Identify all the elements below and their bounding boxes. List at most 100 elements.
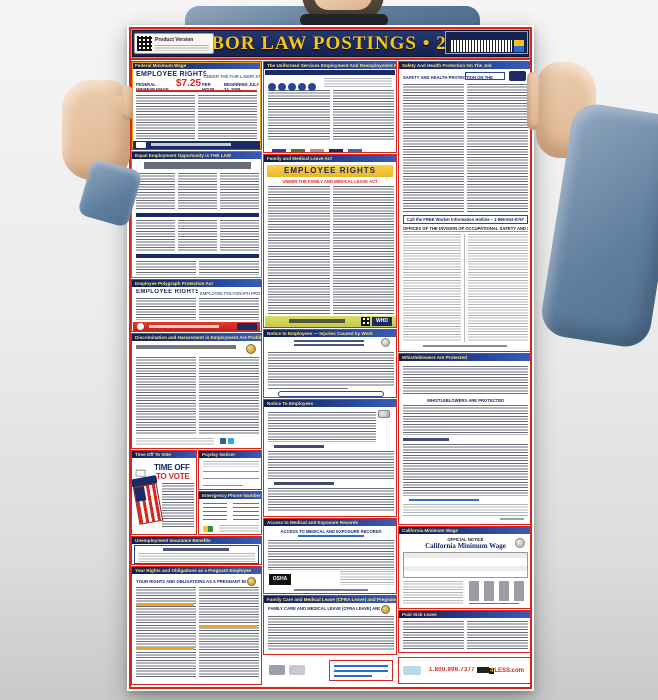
minwage-official-notice: OFFICIAL NOTICE	[447, 537, 484, 542]
userra-circle-icon	[298, 83, 306, 91]
section-pregnant-employee: Your Rights and Obligations as a Pregnan…	[131, 566, 262, 685]
fmla-heading: EMPLOYEE RIGHTS	[284, 166, 376, 175]
notice-subheader-2	[274, 482, 334, 485]
polygraph-subheading: EMPLOYEE POLYGRAPH PROTECTION ACT	[200, 291, 260, 296]
section-paid-sick-leave: Paid Sick Leave	[398, 610, 531, 653]
records-heading: ACCESS TO MEDICAL AND EXPOSURE RECORDS	[280, 529, 382, 534]
notice-mini-box	[329, 660, 393, 681]
section-bar-unemployment: Unemployment Insurance Benefits	[132, 537, 261, 544]
flsa-heading: EMPLOYEE RIGHTS	[136, 71, 206, 78]
partner-logo	[291, 149, 305, 152]
emergency-footnote	[219, 525, 259, 533]
flsa-per-hour: PER HOUR	[202, 82, 214, 92]
userra-circle-icon	[308, 83, 316, 91]
dol-seal-icon	[137, 323, 144, 330]
safety-hotline: Call the FREE Worker Information Hotline…	[407, 217, 524, 222]
dfeh-seal-icon	[246, 344, 256, 354]
userra-intro-text	[324, 78, 392, 87]
pregnant-highlight-1	[136, 603, 194, 606]
section-bar-whistleblowers: Whistleblowers Are Protected	[399, 354, 530, 361]
vendor-brand-prefix-mark	[477, 667, 489, 674]
product-version-detail	[155, 45, 209, 51]
certification-logo-2	[289, 665, 305, 675]
pregnant-seal-icon	[247, 577, 256, 586]
product-version-label: Product Version	[155, 37, 194, 43]
section-notice-to-employees: Notice To Employees	[263, 399, 397, 517]
injuries-note-pill	[278, 391, 384, 397]
eeo-text-mid	[136, 220, 259, 252]
vendor-brand-suffix: LESS.com	[494, 668, 525, 674]
whistle-body-text-2	[403, 405, 528, 435]
poster-frame	[129, 27, 532, 689]
minwage-rate-columns	[469, 581, 528, 601]
cfra-heading: FAMILY CARE AND MEDICAL LEAVE (CFRA LEAV…	[268, 606, 380, 611]
injuries-seal-icon	[381, 338, 390, 347]
partner-logo	[329, 149, 343, 152]
userra-circle-icon	[278, 83, 286, 91]
calosha-info-box	[465, 72, 505, 80]
vendor-footer: 1.800.996.7377 4LESS.com	[398, 657, 531, 684]
vendor-partner-logo	[403, 666, 421, 675]
safety-offices-heading: OFFICES OF THE DIVISION OF OCCUPATIONAL …	[403, 226, 528, 232]
middle-bottom-strip	[263, 657, 397, 684]
polygraph-footer-block	[237, 323, 257, 330]
injuries-form-line	[268, 388, 348, 389]
fmla-footer-band: WHD	[265, 316, 396, 327]
pregnant-body-text	[136, 587, 259, 679]
left-thumb-over-poster	[122, 86, 133, 120]
flsa-subheading: UNDER THE FAIR LABOR STANDARDS ACT	[204, 74, 260, 79]
cfra-body-text	[268, 616, 394, 650]
emergency-labels-column	[203, 503, 227, 523]
eeo-centered-intro	[144, 162, 251, 169]
minwage-table	[403, 552, 528, 578]
payday-form-line-2	[203, 478, 259, 479]
qr-icon	[137, 36, 152, 51]
header-red-rule	[131, 58, 530, 60]
barcode-icon	[450, 40, 512, 52]
safety-heading: SAFETY AND HEALTH PROTECTION ON THE JOB	[403, 75, 493, 80]
userra-circle-icon	[268, 83, 276, 91]
vote-headline-1: TIME OFF	[154, 463, 190, 472]
edd-logo	[378, 410, 390, 418]
section-bar-emergency-numbers: Emergency Phone Numbers	[199, 492, 261, 499]
records-link-line	[298, 535, 364, 537]
certification-logo	[269, 665, 285, 675]
minwage-body-text	[403, 581, 463, 605]
minwage-sign-line	[469, 603, 519, 604]
section-discrimination: Discrimination and Harassment in Employm…	[131, 333, 262, 449]
flsa-effective: BEGINNING JULY 24, 2009	[224, 82, 260, 92]
flsa-amount: $7.25	[176, 78, 202, 89]
section-cfra: Family Care and Medical Leave (CFRA Leav…	[263, 595, 397, 655]
flsa-footer-band	[133, 141, 260, 149]
eeo-text-bottom	[136, 261, 259, 275]
twitter-icon	[228, 438, 234, 444]
flsa-footer-text	[151, 143, 231, 146]
userra-body-text	[268, 90, 394, 140]
offices-divider	[464, 234, 465, 342]
section-bar-medical-records: Access to Medical and Exposure Records	[264, 519, 396, 526]
section-unemployment: Unemployment Insurance Benefits	[131, 536, 262, 565]
records-contact-block	[340, 571, 394, 585]
polygraph-heading: EMPLOYEE RIGHTS	[136, 289, 198, 295]
payday-form-line-3	[203, 485, 243, 486]
section-bar-injuries: Notice to Employees — Injuries Caused by…	[264, 330, 396, 337]
section-bar-safety-health: Safety And Health Protection On The Job	[399, 62, 530, 69]
emergency-footer-logo	[203, 526, 213, 532]
section-bar-time-off-to-vote: Time Off To Vote	[132, 451, 196, 458]
partner-logo	[310, 149, 324, 152]
whistle-body-text-1	[403, 366, 528, 394]
facebook-icon	[220, 438, 226, 444]
section-userra: The Uniformed Services Employment And Re…	[263, 61, 397, 153]
notice-body-text-1	[268, 412, 376, 442]
fmla-whd-logo: WHD	[372, 317, 392, 326]
discrimination-body-text	[136, 357, 259, 435]
cfra-seal-icon	[381, 605, 390, 614]
section-payday-notice: Payday Notice!	[198, 450, 262, 490]
fmla-qr-icon	[361, 317, 370, 326]
eeo-subbar-1	[136, 213, 259, 217]
section-federal-minimum-wage: Federal Minimum Wage EMPLOYEE RIGHTS UND…	[131, 61, 262, 150]
poster-title: LABOR LAW POSTINGS • 2018	[182, 33, 479, 54]
minwage-seal-icon	[515, 538, 525, 548]
section-bar-ca-minimum-wage: California Minimum Wage	[399, 527, 530, 534]
fmla-gold-banner: EMPLOYEE RIGHTS	[267, 165, 393, 177]
